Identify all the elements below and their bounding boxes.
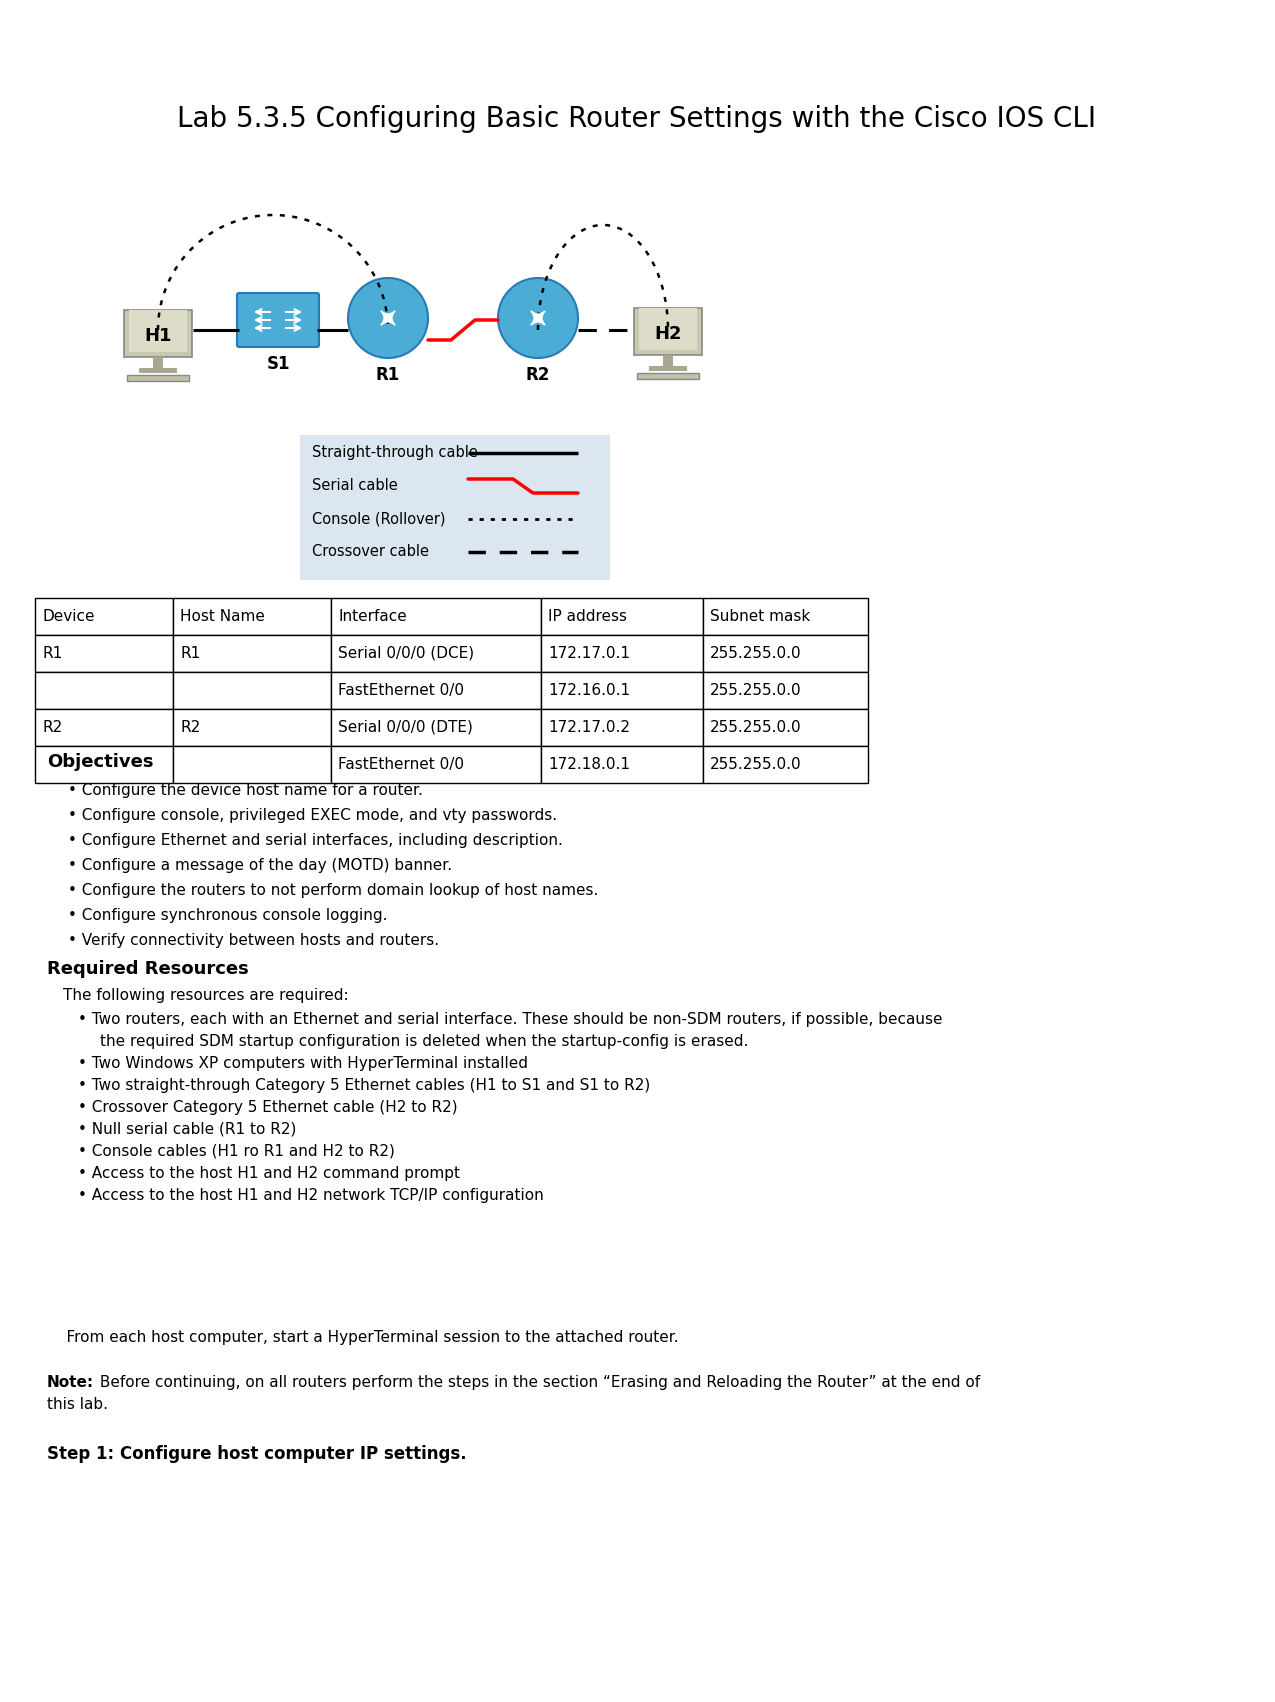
Text: S1: S1 bbox=[266, 356, 289, 373]
Text: • Configure synchronous console logging.: • Configure synchronous console logging. bbox=[68, 907, 388, 922]
Bar bbox=[703, 635, 868, 672]
Text: Straight-through cable: Straight-through cable bbox=[312, 446, 478, 461]
Text: • Access to the host H1 and H2 command prompt: • Access to the host H1 and H2 command p… bbox=[78, 1166, 460, 1181]
Text: • Two Windows XP computers with HyperTerminal installed: • Two Windows XP computers with HyperTer… bbox=[78, 1055, 528, 1071]
Text: • Null serial cable (R1 to R2): • Null serial cable (R1 to R2) bbox=[78, 1122, 296, 1137]
Text: Console (Rollover): Console (Rollover) bbox=[312, 512, 445, 526]
Text: Objectives: Objectives bbox=[47, 752, 153, 771]
Text: 172.17.0.2: 172.17.0.2 bbox=[548, 720, 630, 735]
Text: • Configure the routers to not perform domain lookup of host names.: • Configure the routers to not perform d… bbox=[68, 883, 598, 899]
Text: Serial 0/0/0 (DCE): Serial 0/0/0 (DCE) bbox=[338, 647, 474, 660]
Bar bbox=[128, 374, 189, 381]
Text: H2: H2 bbox=[654, 325, 682, 342]
Text: • Access to the host H1 and H2 network TCP/IP configuration: • Access to the host H1 and H2 network T… bbox=[78, 1188, 543, 1203]
Bar bbox=[703, 710, 868, 745]
Bar bbox=[332, 597, 541, 635]
Text: Step 1: Configure host computer IP settings.: Step 1: Configure host computer IP setti… bbox=[47, 1445, 467, 1464]
Bar bbox=[34, 635, 173, 672]
Text: • Verify connectivity between hosts and routers.: • Verify connectivity between hosts and … bbox=[68, 933, 439, 948]
Text: Subnet mask: Subnet mask bbox=[710, 609, 810, 625]
Text: Note:: Note: bbox=[47, 1375, 94, 1391]
Text: 172.17.0.1: 172.17.0.1 bbox=[548, 647, 630, 660]
Bar bbox=[34, 745, 173, 783]
Text: FastEthernet 0/0: FastEthernet 0/0 bbox=[338, 683, 464, 698]
Text: R2: R2 bbox=[180, 720, 200, 735]
Bar bbox=[649, 366, 687, 371]
Bar bbox=[129, 310, 187, 352]
Bar bbox=[634, 308, 703, 354]
Bar bbox=[153, 356, 163, 368]
Text: 255.255.0.0: 255.255.0.0 bbox=[710, 647, 802, 660]
Text: 255.255.0.0: 255.255.0.0 bbox=[710, 683, 802, 698]
Text: this lab.: this lab. bbox=[47, 1397, 108, 1413]
Bar bbox=[173, 710, 332, 745]
Bar bbox=[541, 672, 703, 710]
Text: • Console cables (H1 ro R1 and H2 to R2): • Console cables (H1 ro R1 and H2 to R2) bbox=[78, 1144, 395, 1159]
Text: 255.255.0.0: 255.255.0.0 bbox=[710, 757, 802, 773]
Bar bbox=[139, 368, 177, 373]
Text: R2: R2 bbox=[42, 720, 62, 735]
Text: Before continuing, on all routers perform the steps in the section “Erasing and : Before continuing, on all routers perfor… bbox=[96, 1375, 980, 1391]
Circle shape bbox=[499, 277, 578, 357]
Bar bbox=[173, 635, 332, 672]
Text: • Two straight-through Category 5 Ethernet cables (H1 to S1 and S1 to R2): • Two straight-through Category 5 Ethern… bbox=[78, 1077, 650, 1093]
Bar bbox=[703, 745, 868, 783]
Text: 172.16.0.1: 172.16.0.1 bbox=[548, 683, 630, 698]
Circle shape bbox=[348, 277, 428, 357]
Text: • Crossover Category 5 Ethernet cable (H2 to R2): • Crossover Category 5 Ethernet cable (H… bbox=[78, 1099, 458, 1115]
Text: FastEthernet 0/0: FastEthernet 0/0 bbox=[338, 757, 464, 773]
Text: Serial cable: Serial cable bbox=[312, 478, 398, 494]
Bar bbox=[541, 745, 703, 783]
Text: the required SDM startup configuration is deleted when the startup-config is era: the required SDM startup configuration i… bbox=[99, 1035, 748, 1048]
Text: R1: R1 bbox=[180, 647, 200, 660]
Bar bbox=[300, 436, 609, 580]
Text: • Configure console, privileged EXEC mode, and vty passwords.: • Configure console, privileged EXEC mod… bbox=[68, 808, 557, 824]
Text: The following resources are required:: The following resources are required: bbox=[62, 987, 348, 1002]
Text: R2: R2 bbox=[525, 366, 551, 385]
Text: • Configure a message of the day (MOTD) banner.: • Configure a message of the day (MOTD) … bbox=[68, 858, 453, 873]
Text: Device: Device bbox=[42, 609, 94, 625]
Text: • Configure Ethernet and serial interfaces, including description.: • Configure Ethernet and serial interfac… bbox=[68, 832, 562, 848]
Bar bbox=[173, 672, 332, 710]
Bar bbox=[332, 745, 541, 783]
Text: Required Resources: Required Resources bbox=[47, 960, 249, 979]
FancyBboxPatch shape bbox=[237, 293, 319, 347]
Bar bbox=[332, 710, 541, 745]
Text: Host Name: Host Name bbox=[180, 609, 265, 625]
Bar bbox=[34, 597, 173, 635]
Text: • Configure the device host name for a router.: • Configure the device host name for a r… bbox=[68, 783, 423, 798]
Bar bbox=[173, 745, 332, 783]
Bar bbox=[703, 597, 868, 635]
Text: Interface: Interface bbox=[338, 609, 407, 625]
Bar bbox=[332, 635, 541, 672]
Text: IP address: IP address bbox=[548, 609, 627, 625]
Text: Crossover cable: Crossover cable bbox=[312, 545, 428, 560]
Text: R1: R1 bbox=[42, 647, 62, 660]
Text: H1: H1 bbox=[144, 327, 172, 344]
Bar bbox=[34, 710, 173, 745]
Bar bbox=[638, 373, 699, 380]
Bar bbox=[663, 354, 673, 366]
Text: 255.255.0.0: 255.255.0.0 bbox=[710, 720, 802, 735]
Bar bbox=[332, 672, 541, 710]
Bar bbox=[639, 308, 697, 349]
Text: 172.18.0.1: 172.18.0.1 bbox=[548, 757, 630, 773]
Text: • Two routers, each with an Ethernet and serial interface. These should be non-S: • Two routers, each with an Ethernet and… bbox=[78, 1013, 942, 1026]
Bar bbox=[541, 597, 703, 635]
Bar bbox=[124, 310, 193, 356]
Text: R1: R1 bbox=[376, 366, 400, 385]
Bar bbox=[703, 672, 868, 710]
Bar bbox=[34, 672, 173, 710]
Bar bbox=[541, 710, 703, 745]
Text: Serial 0/0/0 (DTE): Serial 0/0/0 (DTE) bbox=[338, 720, 473, 735]
Text: Lab 5.3.5 Configuring Basic Router Settings with the Cisco IOS CLI: Lab 5.3.5 Configuring Basic Router Setti… bbox=[177, 106, 1096, 133]
Bar bbox=[173, 597, 332, 635]
Bar bbox=[541, 635, 703, 672]
Text: From each host computer, start a HyperTerminal session to the attached router.: From each host computer, start a HyperTe… bbox=[47, 1329, 678, 1345]
